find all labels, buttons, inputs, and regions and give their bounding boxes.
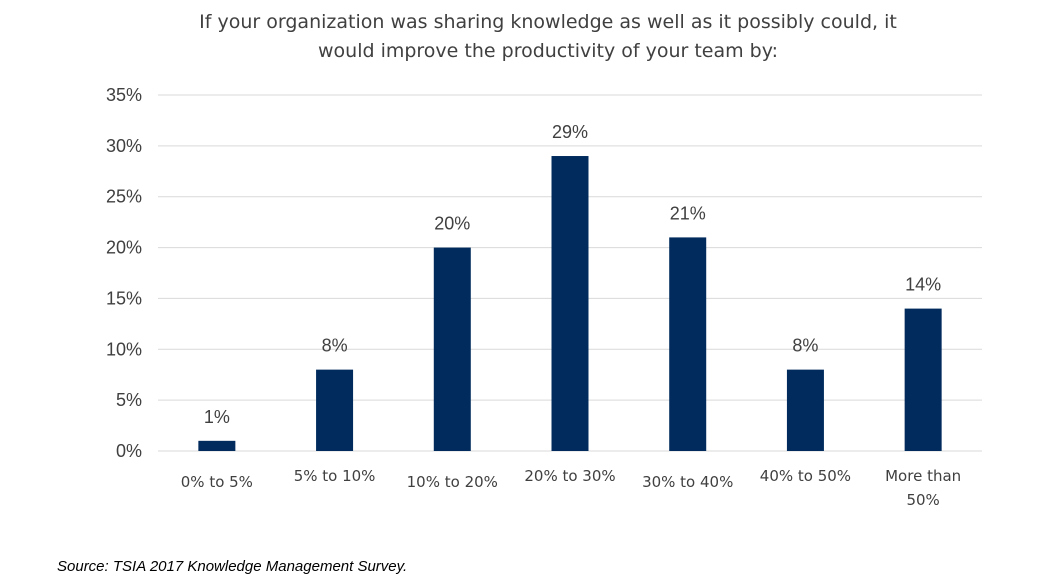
x-category-label: More than	[885, 467, 961, 485]
data-label: 21%	[670, 203, 706, 223]
bar	[786, 369, 824, 451]
x-category-label: 40% to 50%	[760, 467, 851, 485]
data-label: 14%	[905, 275, 941, 295]
y-tick-label: 15%	[106, 288, 142, 308]
data-label: 29%	[552, 122, 588, 142]
chart-title-line: If your organization was sharing knowled…	[199, 11, 897, 33]
y-tick-label: 20%	[106, 238, 142, 258]
data-labels: 1% 8% 20% 29% 21% 8% 14%	[204, 122, 941, 427]
data-label: 8%	[792, 336, 818, 356]
y-tick-label: 10%	[106, 339, 142, 359]
bar	[433, 247, 471, 451]
y-tick-label: 35%	[106, 85, 142, 105]
x-category-label: 20% to 30%	[524, 467, 615, 485]
y-tick-label: 5%	[116, 390, 142, 410]
x-category-label: 0% to 5%	[181, 473, 253, 491]
y-tick-label: 25%	[106, 187, 142, 207]
bar	[316, 369, 354, 451]
x-category-label: 50%	[906, 491, 939, 509]
x-category-label: 30% to 40%	[642, 473, 733, 491]
chart-title-line: would improve the productivity of your t…	[318, 40, 778, 62]
x-category-label: 10% to 20%	[407, 473, 498, 491]
source-note: Source: TSIA 2017 Knowledge Management S…	[57, 558, 408, 575]
bars	[198, 156, 942, 451]
bar	[669, 237, 707, 451]
y-axis-ticks: 0% 5% 10% 15% 20% 25% 30% 35%	[106, 85, 142, 461]
bar	[198, 440, 236, 451]
bar	[904, 308, 942, 451]
y-tick-label: 30%	[106, 136, 142, 156]
y-tick-label: 0%	[116, 441, 142, 461]
data-label: 20%	[434, 214, 470, 234]
data-label: 8%	[322, 336, 348, 356]
bar-chart: If your organization was sharing knowled…	[106, 11, 982, 509]
bar	[551, 156, 589, 451]
data-label: 1%	[204, 407, 230, 427]
chart-title: If your organization was sharing knowled…	[199, 11, 897, 62]
x-axis-categories: 0% to 5% 5% to 10% 10% to 20% 20% to 30% 30%…	[181, 467, 961, 509]
x-category-label: 5% to 10%	[294, 467, 376, 485]
